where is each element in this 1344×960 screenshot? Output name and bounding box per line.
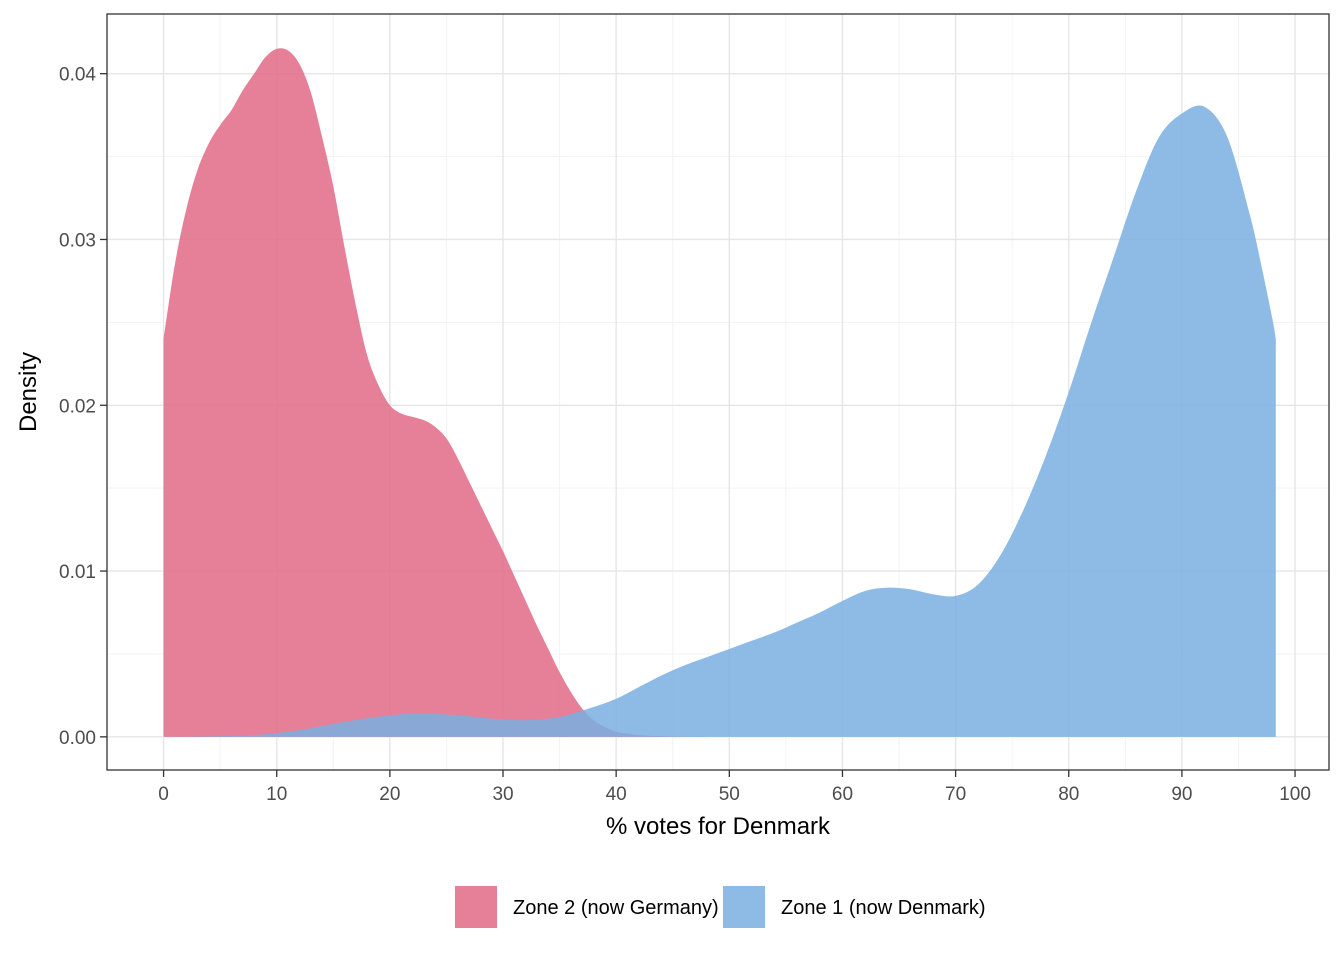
x-tick-label: 80: [1058, 784, 1079, 805]
plot-panel-border: [106, 13, 1330, 771]
x-tick-label: 50: [719, 784, 740, 805]
legend-swatch: [723, 886, 765, 928]
legend: Zone 2 (now Germany) Zone 1 (now Denmark): [455, 886, 986, 928]
y-tick-label: 0.00: [59, 728, 96, 749]
x-tick-label: 30: [492, 784, 513, 805]
y-axis-title: Density: [15, 352, 42, 432]
x-tick-label: 60: [832, 784, 853, 805]
legend-label: Zone 2 (now Germany): [513, 897, 719, 919]
x-tick-label: 100: [1279, 784, 1311, 805]
x-tick-label: 90: [1171, 784, 1192, 805]
legend-swatch: [455, 886, 497, 928]
y-tick-label: 0.01: [59, 562, 96, 583]
x-tick-label: 40: [606, 784, 627, 805]
y-tick-label: 0.03: [59, 230, 96, 251]
x-axis-title: % votes for Denmark: [606, 813, 831, 840]
legend-label: Zone 1 (now Denmark): [781, 897, 986, 919]
x-tick-label: 10: [266, 784, 287, 805]
density-areas: [163, 48, 1276, 737]
density-area-series-1: [163, 48, 707, 737]
x-tick-label: 70: [945, 784, 966, 805]
y-tick-label: 0.02: [59, 396, 96, 417]
y-tick-label: 0.04: [59, 65, 96, 86]
x-tick-label: 20: [379, 784, 400, 805]
y-axis: 0.00 0.01 0.02 0.03 0.04: [59, 65, 107, 749]
x-tick-label: 0: [158, 784, 169, 805]
density-area-series-2: [163, 105, 1276, 737]
x-axis: 0 10 20 30 40 50 60 70 80 90 100: [158, 770, 1311, 805]
